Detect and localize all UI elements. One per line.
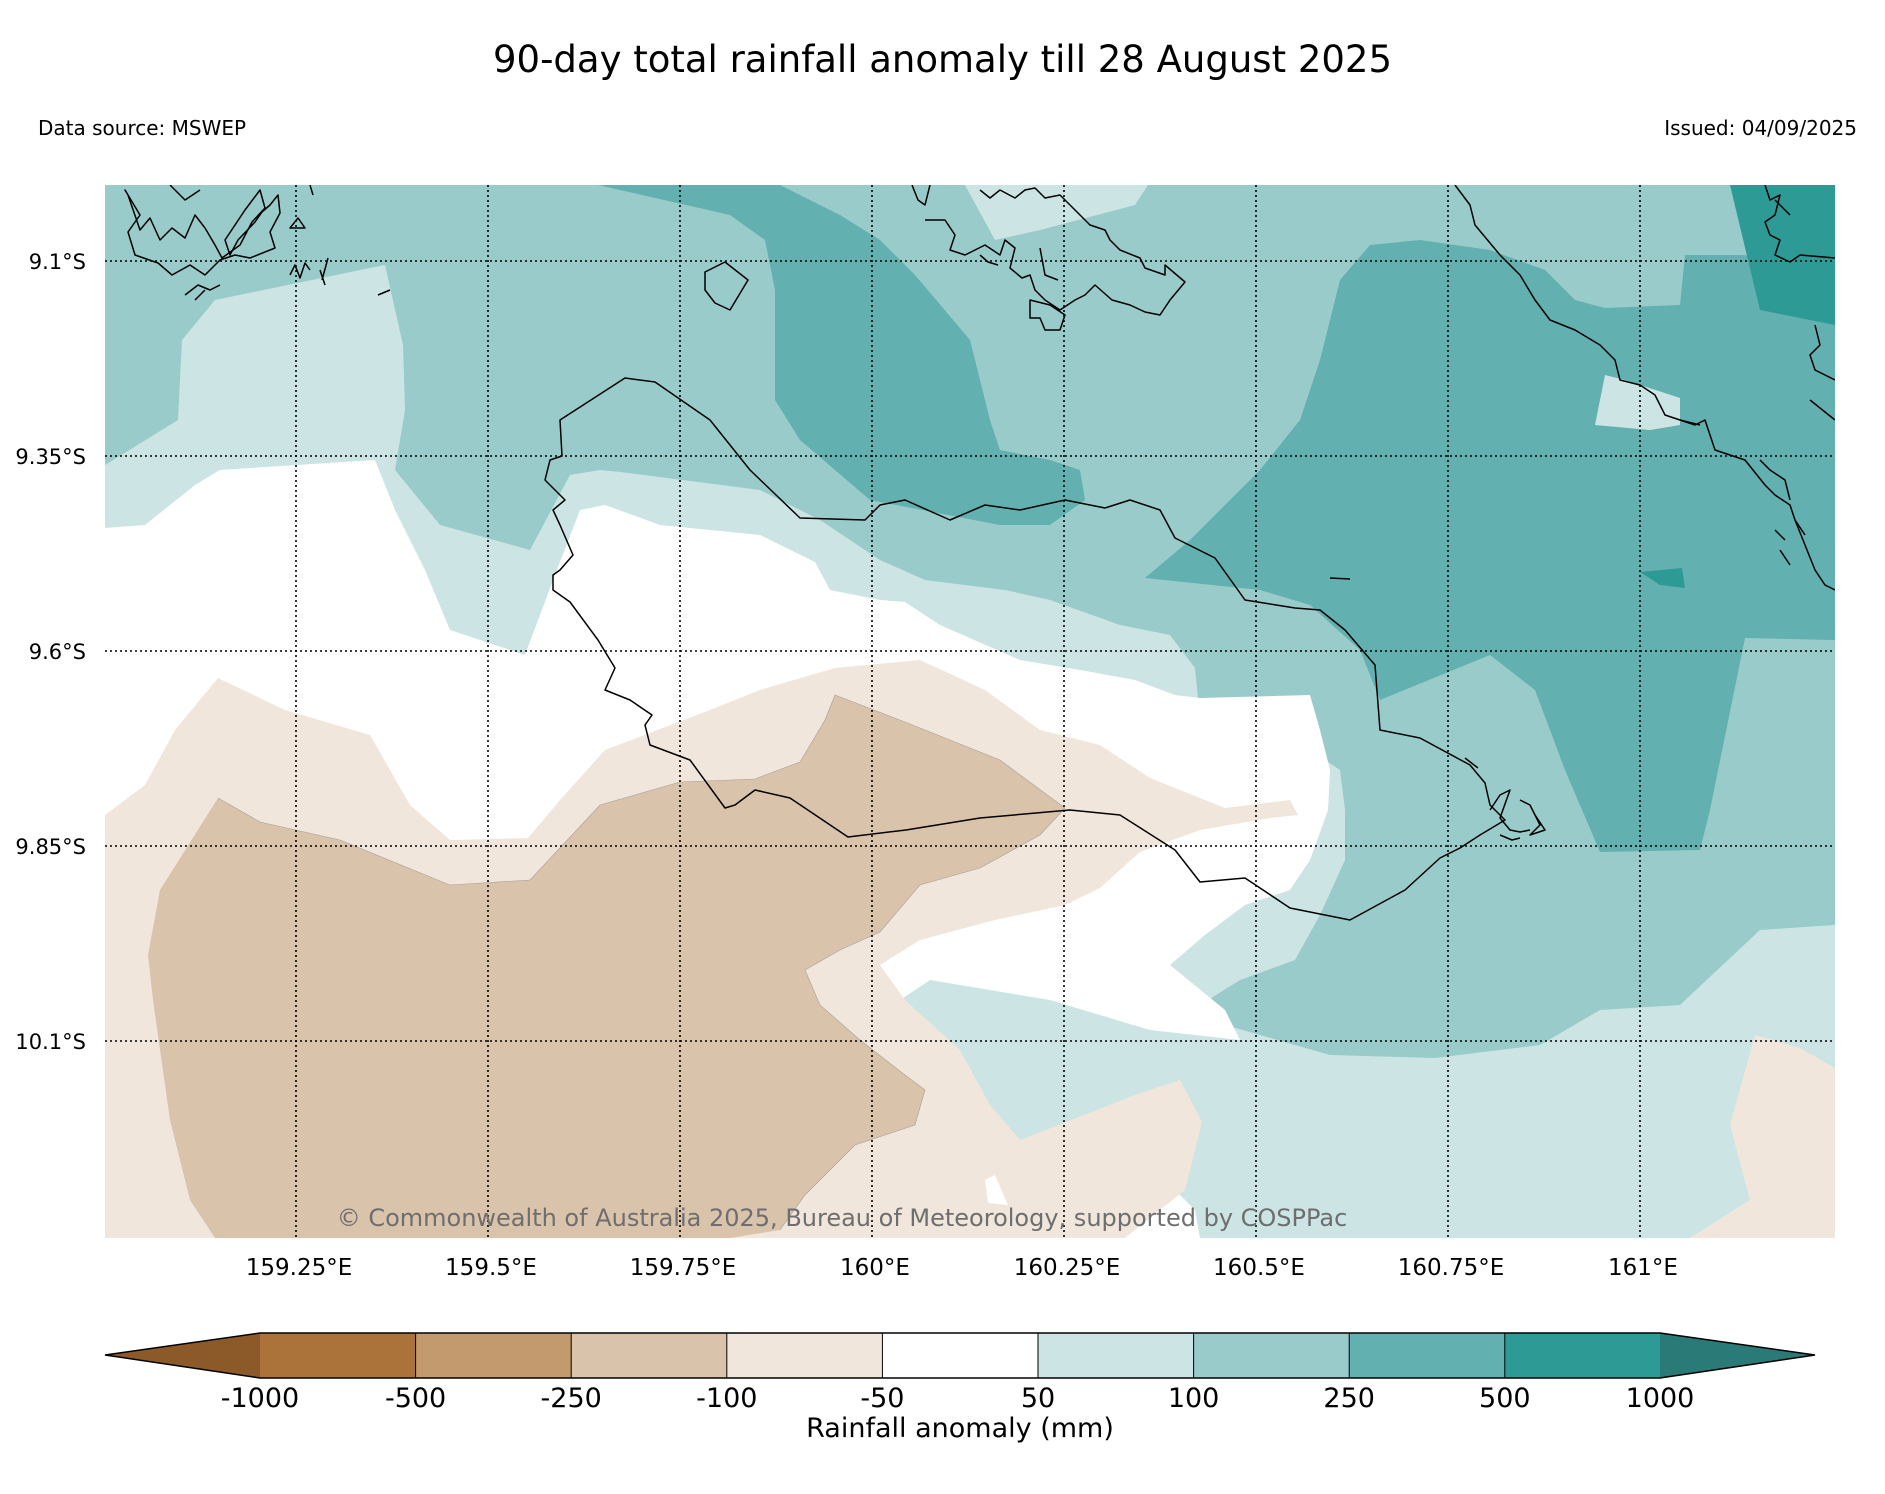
colorbar-ticks: -1000 -500 -250 -100 -50 50 100 250 500 … — [221, 1383, 1695, 1414]
colorbar-tick: 250 — [1323, 1383, 1375, 1414]
colorbar-tick: 500 — [1479, 1383, 1531, 1414]
colorbar: -1000 -500 -250 -100 -50 50 100 250 500 … — [104, 1332, 1816, 1444]
colorbar-tick: 50 — [1021, 1383, 1055, 1414]
lat-label: 9.1°S — [29, 250, 86, 274]
colorbar-label: Rainfall anomaly (mm) — [806, 1413, 1114, 1444]
colorbar-segment — [1504, 1333, 1661, 1378]
contour-50-100-east — [1595, 375, 1680, 430]
colorbar-segment — [571, 1333, 727, 1378]
contour-lines — [217, 694, 1066, 1231]
map-title: 90-day total rainfall anomaly till 28 Au… — [492, 38, 1393, 81]
latitude-labels: 9.1°S 9.35°S 9.6°S 9.85°S 10.1°S — [15, 250, 86, 1054]
colorbar-tick: 1000 — [1626, 1383, 1695, 1414]
longitude-labels: 159.25°E 159.5°E 159.75°E 160°E 160.25°E… — [246, 1255, 1678, 1281]
contour-500-1000 — [1730, 185, 1835, 325]
contour-500-1000-spot — [1640, 568, 1685, 588]
coastlines — [124, 185, 1835, 921]
lon-label: 159.25°E — [246, 1255, 353, 1281]
map-area — [105, 185, 1835, 1238]
colorbar-tick: -500 — [385, 1383, 446, 1414]
colorbar-tick: -50 — [860, 1383, 904, 1414]
lon-label: 159.75°E — [630, 1255, 737, 1281]
colorbar-extend-high — [1660, 1333, 1815, 1378]
contour-near-normal-hole — [985, 1175, 1008, 1205]
colorbar-segment — [1038, 1333, 1194, 1378]
lon-label: 160.5°E — [1213, 1255, 1305, 1281]
issued-date-label: Issued: 04/09/2025 — [1664, 116, 1857, 140]
lon-label: 160.25°E — [1014, 1255, 1121, 1281]
colorbar-tick: -1000 — [221, 1383, 299, 1414]
colorbar-extend-low — [105, 1333, 260, 1378]
lat-label: 9.35°S — [15, 445, 86, 469]
lon-label: 161°E — [1608, 1255, 1678, 1281]
colorbar-segment — [726, 1333, 883, 1378]
colorbar-segment — [1193, 1333, 1350, 1378]
contour-250-500-west — [598, 185, 1085, 525]
lon-label: 160°E — [840, 1255, 910, 1281]
colorbar-tick: -250 — [541, 1383, 602, 1414]
contour-50-100-north — [965, 185, 1148, 240]
lon-label: 159.5°E — [445, 1255, 537, 1281]
colorbar-tick: 100 — [1168, 1383, 1220, 1414]
colorbar-tick: -100 — [696, 1383, 757, 1414]
contour-minus100-minus50-se — [1690, 1035, 1835, 1238]
contour-minus250-minus100 — [148, 695, 1065, 1238]
data-source-label: Data source: MSWEP — [38, 116, 247, 140]
colorbar-segment — [260, 1333, 416, 1378]
colorbar-segment — [415, 1333, 572, 1378]
lat-label: 9.85°S — [15, 835, 86, 859]
graticule — [105, 185, 1835, 1238]
lat-label: 10.1°S — [15, 1030, 86, 1054]
colorbar-segment — [882, 1333, 1038, 1378]
lat-label: 9.6°S — [29, 640, 86, 664]
copyright-text: © Commonwealth of Australia 2025, Bureau… — [337, 1204, 1348, 1232]
colorbar-segment — [1349, 1333, 1505, 1378]
lon-label: 160.75°E — [1398, 1255, 1505, 1281]
